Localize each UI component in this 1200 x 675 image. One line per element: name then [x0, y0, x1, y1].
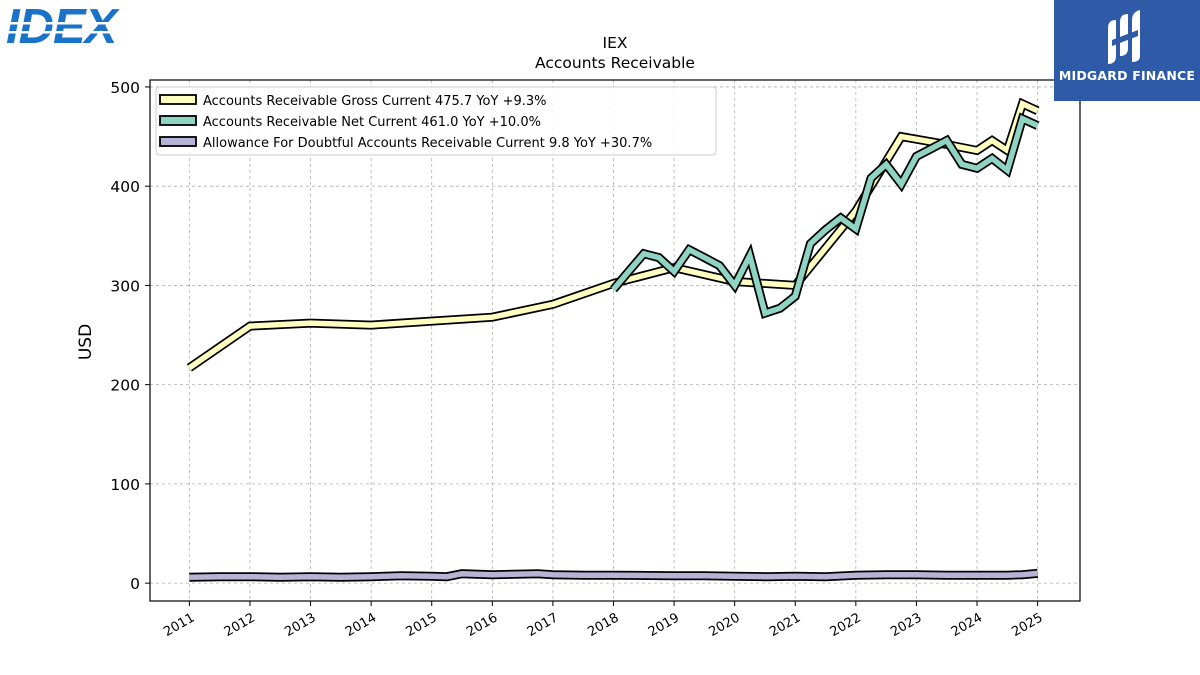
- brand-logo: MIDGARD FINANCE: [1054, 0, 1200, 101]
- brand-name: MIDGARD FINANCE: [1058, 68, 1196, 83]
- x-tick-label: 2023: [888, 610, 924, 640]
- x-tick-label: 2016: [464, 610, 500, 640]
- x-tick-label: 2020: [706, 610, 742, 640]
- legend-swatch: [159, 115, 197, 126]
- y-tick-label: 100: [110, 476, 140, 494]
- y-tick-label: 0: [130, 575, 140, 593]
- legend-label: Accounts Receivable Net Current 461.0 Yo…: [203, 115, 541, 130]
- y-tick-label: 200: [110, 377, 140, 395]
- axes-frame: [149, 79, 1081, 602]
- x-tick-label: 2017: [525, 610, 561, 640]
- legend: Accounts Receivable Gross Current 475.7 …: [155, 86, 717, 156]
- x-tick-label: 2019: [646, 610, 682, 640]
- company-logo-text: IDEX: [6, 0, 121, 54]
- x-tick-label: 2025: [1009, 610, 1045, 640]
- y-tick-label: 300: [110, 277, 140, 295]
- x-tick-label: 2014: [343, 610, 379, 640]
- plot-area: 2011 2012 2013 2014 2015 2016 2017 2018 2019 2020…: [110, 79, 1081, 640]
- x-tick-label: 2022: [828, 610, 864, 640]
- x-tick-label: 2018: [585, 610, 621, 640]
- grid-lines: [150, 80, 1080, 601]
- legend-label: Allowance For Doubtful Accounts Receivab…: [203, 136, 652, 151]
- y-axis-label: USD: [76, 324, 96, 360]
- series-line-2: [189, 570, 1038, 580]
- x-tick-label: 2011: [161, 610, 197, 640]
- x-tick-label: 2012: [222, 610, 258, 640]
- chart-subtitle: Accounts Receivable: [535, 54, 695, 72]
- x-tick-label: 2015: [404, 610, 440, 640]
- y-tick-label: 500: [110, 79, 140, 97]
- legend-swatch: [159, 94, 197, 105]
- x-tick-label: 2021: [767, 610, 803, 640]
- y-tick-label: 400: [110, 178, 140, 196]
- brand-mark-icon: [1108, 10, 1140, 64]
- legend-swatch: [159, 136, 197, 147]
- series-line-1: [611, 114, 1039, 317]
- chart-title: IEX: [603, 34, 628, 52]
- x-tick-label: 2013: [282, 610, 318, 640]
- company-logo: IDEX: [6, 0, 158, 54]
- legend-box: [155, 86, 717, 156]
- legend-label: Accounts Receivable Gross Current 475.7 …: [203, 94, 546, 109]
- x-tick-label: 2024: [949, 610, 985, 640]
